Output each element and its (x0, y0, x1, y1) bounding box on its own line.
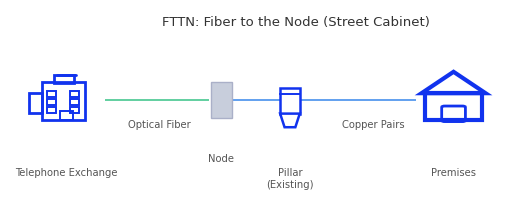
Polygon shape (280, 114, 300, 127)
Text: Premises: Premises (431, 168, 476, 178)
Text: FTTN: Fiber to the Node (Street Cabinet): FTTN: Fiber to the Node (Street Cabinet) (162, 16, 430, 29)
FancyBboxPatch shape (280, 88, 300, 114)
FancyBboxPatch shape (211, 82, 231, 118)
Text: Copper Pairs: Copper Pairs (342, 120, 405, 130)
Text: Pillar
(Existing): Pillar (Existing) (266, 168, 313, 190)
Text: Optical Fiber: Optical Fiber (128, 120, 191, 130)
Text: Telephone Exchange: Telephone Exchange (15, 168, 118, 178)
Text: Node: Node (208, 154, 234, 164)
